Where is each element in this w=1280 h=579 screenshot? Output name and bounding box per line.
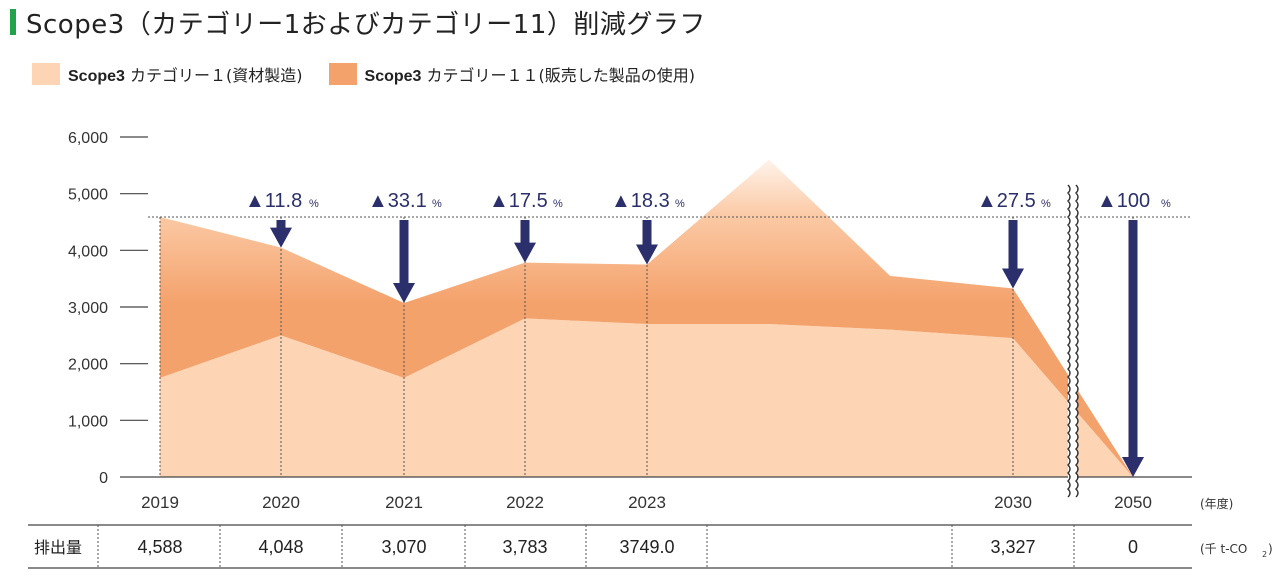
reduction-label: ▲17.5 bbox=[489, 190, 548, 212]
reduction-arrow-head bbox=[1122, 457, 1144, 477]
legend: Scope3 カテゴリー１(資材製造) Scope3 カテゴリー１１(販売した製… bbox=[32, 62, 721, 86]
table-cell-value: 3,783 bbox=[502, 537, 547, 557]
y-tick-label: 6,000 bbox=[68, 130, 108, 147]
table-cell-value: 3,070 bbox=[381, 537, 426, 557]
chart-title-bar: Scope3（カテゴリー1およびカテゴリー11）削減グラフ bbox=[10, 6, 706, 40]
y-tick-label: 4,000 bbox=[68, 243, 108, 260]
y-tick-label: 0 bbox=[99, 470, 108, 487]
reduction-arrow-head bbox=[514, 242, 536, 263]
legend-swatch-category1 bbox=[32, 63, 60, 85]
reduction-unit: % bbox=[309, 198, 319, 210]
x-tick-label: 2020 bbox=[262, 493, 300, 512]
reduction-arrow-shaft bbox=[1128, 220, 1138, 459]
reduction-arrow-head bbox=[1002, 268, 1024, 289]
x-tick-label: 2019 bbox=[141, 493, 179, 512]
x-tick-label: 2021 bbox=[385, 493, 423, 512]
x-unit-label: (年度) bbox=[1200, 496, 1233, 511]
title-marker bbox=[10, 9, 16, 35]
table-cell-value: 4,588 bbox=[137, 537, 182, 557]
reduction-label: ▲18.3 bbox=[611, 190, 670, 212]
reduction-label: ▲11.8 bbox=[245, 190, 302, 212]
reduction-arrow-head bbox=[393, 283, 415, 304]
x-tick-label: 2022 bbox=[506, 493, 544, 512]
reduction-arrow-shaft bbox=[642, 220, 652, 247]
table-row-label: 排出量 bbox=[34, 538, 82, 557]
reduction-unit: % bbox=[1161, 198, 1171, 210]
legend-label-category11: カテゴリー１１(販売した製品の使用) bbox=[426, 66, 696, 85]
reduction-unit: % bbox=[675, 198, 685, 210]
reduction-label: ▲27.5 bbox=[977, 190, 1036, 212]
reduction-arrow-head bbox=[270, 227, 292, 248]
table-cell-value: 4,048 bbox=[258, 537, 303, 557]
table-cell-value: 0 bbox=[1128, 537, 1138, 557]
y-tick-label: 2,000 bbox=[68, 357, 108, 374]
reduction-label: ▲100 bbox=[1097, 190, 1150, 212]
table-unit-subscript: 2 bbox=[1262, 550, 1267, 559]
reduction-unit: % bbox=[432, 198, 442, 210]
chart-title: Scope3（カテゴリー1およびカテゴリー11）削減グラフ bbox=[26, 9, 706, 40]
legend-label-bold-category1: Scope3 bbox=[68, 68, 125, 85]
table-cell-value: 3,327 bbox=[990, 537, 1035, 557]
legend-item-category1: Scope3 カテゴリー１(資材製造) bbox=[32, 62, 303, 86]
reduction-arrow-shaft bbox=[399, 220, 409, 286]
x-tick-label: 2050 bbox=[1114, 493, 1152, 512]
axis-break-line bbox=[1067, 184, 1071, 498]
axis-break-line bbox=[1075, 184, 1079, 498]
reduction-arrow-head bbox=[636, 244, 658, 265]
axis-break-gap bbox=[1068, 183, 1077, 493]
reduction-unit: % bbox=[1041, 198, 1051, 210]
legend-label-bold-category11: Scope3 bbox=[364, 68, 422, 85]
x-tick-label: 2030 bbox=[994, 493, 1032, 512]
reduction-arrow-shaft bbox=[276, 220, 286, 230]
table-unit-close: ) bbox=[1268, 542, 1273, 556]
y-tick-label: 1,000 bbox=[68, 413, 108, 430]
legend-label-category1: カテゴリー１(資材製造) bbox=[130, 66, 303, 85]
legend-swatch-category11 bbox=[328, 63, 357, 85]
reduction-arrow-shaft bbox=[1008, 220, 1018, 271]
reduction-unit: % bbox=[553, 198, 563, 210]
x-tick-label: 2023 bbox=[628, 493, 666, 512]
y-tick-label: 5,000 bbox=[68, 187, 108, 204]
legend-item-category11: Scope3 カテゴリー１１(販売した製品の使用) bbox=[328, 62, 696, 86]
table-unit: (千 t-CO bbox=[1200, 542, 1247, 556]
y-tick-label: 3,000 bbox=[68, 300, 108, 317]
reduction-label: ▲33.1 bbox=[368, 190, 427, 212]
reduction-arrow-shaft bbox=[520, 220, 530, 245]
table-cell-value: 3749.0 bbox=[619, 537, 674, 557]
